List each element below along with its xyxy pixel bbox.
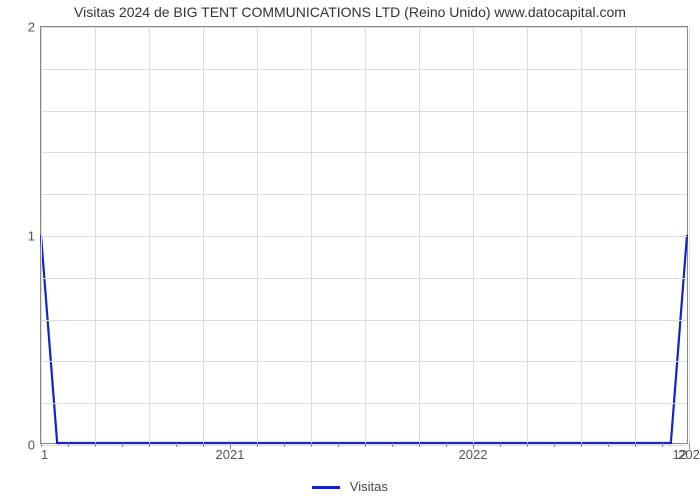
grid-line-h xyxy=(41,27,687,28)
grid-line-h xyxy=(41,194,687,195)
x-minor-tick xyxy=(365,443,366,447)
x-minor-tick xyxy=(392,443,393,447)
grid-line-v xyxy=(527,27,528,443)
x-tick-label: 2021 xyxy=(216,443,245,462)
chart-container: Visitas 2024 de BIG TENT COMMUNICATIONS … xyxy=(0,0,700,500)
series-line xyxy=(41,235,687,443)
grid-line-v xyxy=(635,27,636,443)
grid-line-h xyxy=(41,320,687,321)
x-minor-tick xyxy=(419,443,420,447)
x-minor-tick xyxy=(203,443,204,447)
grid-line-v xyxy=(149,27,150,443)
x-minor-tick xyxy=(527,443,528,447)
grid-line-v xyxy=(689,27,690,443)
grid-line-v xyxy=(203,27,204,443)
chart-title: Visitas 2024 de BIG TENT COMMUNICATIONS … xyxy=(0,4,700,20)
x-minor-tick xyxy=(311,443,312,447)
y-tick-label: 0 xyxy=(28,438,41,453)
x-minor-tick xyxy=(662,443,663,447)
grid-line-h xyxy=(41,361,687,362)
grid-line-v xyxy=(419,27,420,443)
x-minor-tick xyxy=(446,443,447,447)
grid-line-h xyxy=(41,111,687,112)
x-minor-tick xyxy=(122,443,123,447)
grid-line-h xyxy=(41,278,687,279)
legend-label: Visitas xyxy=(350,479,388,494)
grid-line-v xyxy=(473,27,474,443)
x-minor-tick xyxy=(149,443,150,447)
x-minor-tick xyxy=(338,443,339,447)
grid-line-v xyxy=(311,27,312,443)
x-minor-tick xyxy=(257,443,258,447)
x-minor-tick xyxy=(176,443,177,447)
line-series xyxy=(41,27,687,443)
x-minor-tick xyxy=(635,443,636,447)
x-minor-tick xyxy=(95,443,96,447)
grid-line-h xyxy=(41,69,687,70)
y-tick-label: 1 xyxy=(28,229,41,244)
x-tick-label: 202 xyxy=(678,443,700,462)
grid-line-h xyxy=(41,236,687,237)
grid-line-v xyxy=(95,27,96,443)
grid-line-h xyxy=(41,403,687,404)
x-minor-tick xyxy=(284,443,285,447)
x-minor-tick xyxy=(554,443,555,447)
grid-line-v xyxy=(41,27,42,443)
legend-swatch xyxy=(312,486,340,489)
x-tick-label: 2022 xyxy=(459,443,488,462)
grid-line-v xyxy=(581,27,582,443)
legend: Visitas xyxy=(0,479,700,494)
y-tick-label: 2 xyxy=(28,20,41,35)
grid-line-v xyxy=(365,27,366,443)
grid-line-v xyxy=(257,27,258,443)
x-axis-left-label: 1 xyxy=(41,443,48,462)
grid-line-h xyxy=(41,445,687,446)
x-minor-tick xyxy=(68,443,69,447)
plot-area: 01211220212022202 xyxy=(40,26,688,444)
x-minor-tick xyxy=(608,443,609,447)
grid-line-h xyxy=(41,152,687,153)
x-minor-tick xyxy=(500,443,501,447)
x-minor-tick xyxy=(581,443,582,447)
